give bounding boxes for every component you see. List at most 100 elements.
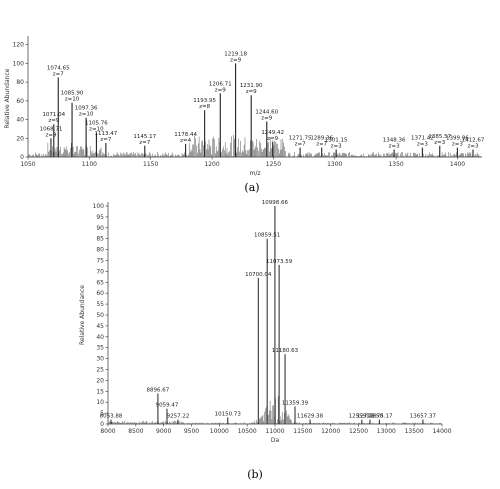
- peak-charge-label: z=9: [230, 57, 241, 63]
- y-tick-label: 20: [16, 135, 24, 142]
- peak-label: 10859.51: [254, 233, 280, 239]
- x-tick-label: 9500: [184, 428, 199, 435]
- y-tick-label: 100: [13, 60, 25, 67]
- y-tick-label: 80: [16, 79, 24, 86]
- x-tick-label: 11500: [293, 428, 312, 435]
- peak-label: 9059.47: [156, 403, 179, 409]
- y-tick-label: 70: [96, 268, 104, 275]
- peak-label: 1206.71: [209, 81, 232, 87]
- peak-label: 1074.65: [47, 65, 70, 71]
- y-tick-label: 120: [13, 42, 25, 49]
- y-tick-label: 30: [96, 356, 104, 363]
- peak-charge-label: z=10: [65, 97, 80, 103]
- peak-label: 1068.71: [40, 126, 63, 132]
- peak-charge-label: z=8: [199, 104, 210, 110]
- y-tick-label: 40: [96, 334, 104, 341]
- peak-label: 1399.96: [446, 136, 469, 142]
- peak-label: 12559.72: [349, 414, 375, 420]
- peak-label: 1219.18: [224, 51, 247, 57]
- peak-charge-label: z=3: [331, 144, 342, 150]
- peak-charge-label: z=10: [79, 112, 94, 118]
- peak-label: 1105.76: [85, 121, 108, 127]
- peak-label: 11359.39: [282, 401, 309, 407]
- peak-charge-label: z=3: [468, 144, 479, 150]
- peak-charge-label: z=9: [261, 115, 272, 121]
- y-tick-label: 80: [96, 247, 104, 254]
- y-tick-label: 0: [100, 421, 104, 428]
- y-tick-label: 55: [96, 301, 104, 308]
- y-axis-label: Relative Abundance: [4, 68, 11, 128]
- peak-label: 1385.57: [428, 134, 451, 140]
- peak-charge-label: z=7: [100, 137, 111, 143]
- peak-label: 11073.59: [266, 259, 293, 265]
- x-tick-label: 13500: [405, 428, 424, 435]
- y-tick-label: 35: [96, 345, 104, 352]
- x-tick-label: 12500: [349, 428, 368, 435]
- spectrum-panel-b: 8000 8500 9000 9500 10000 10500 11000 11500 1200…: [79, 200, 452, 481]
- x-tick-label: 1200: [204, 161, 219, 168]
- peak-charge-label: z=7: [53, 71, 64, 77]
- peak-label: 12706.58: [357, 414, 384, 420]
- x-tick-label: 1050: [20, 161, 35, 168]
- peak-charge-label: z=7: [316, 142, 327, 148]
- panel-caption: (a): [244, 181, 259, 194]
- peak-charge-label: z=9: [48, 118, 59, 124]
- peak-label: 1145.17: [133, 134, 156, 140]
- y-tick-label: 90: [96, 225, 104, 232]
- peak-charge-label: z=3: [434, 140, 445, 146]
- x-axis-label: Da: [271, 437, 280, 444]
- peak-charge-label: z=3: [417, 142, 428, 148]
- peak-label: 11180.63: [272, 348, 299, 354]
- y-tick-label: 45: [96, 323, 104, 330]
- baseline-noise: [28, 134, 482, 157]
- peak-label: 10998.66: [262, 200, 289, 206]
- x-tick-label: 14000: [432, 428, 451, 435]
- peak-charge-label: z=3: [389, 144, 400, 150]
- y-tick-label: 60: [96, 290, 104, 297]
- peak-label: 1097.36: [75, 106, 98, 112]
- x-tick-label: 8000: [100, 428, 115, 435]
- peak-charge-label: z=9: [246, 89, 257, 95]
- y-tick-label: 65: [96, 279, 104, 286]
- peak-label: 1193.95: [193, 98, 216, 104]
- y-tick-label: 0: [20, 154, 24, 161]
- y-tick-label: 5: [100, 410, 104, 417]
- y-tick-label: 100: [93, 203, 105, 210]
- y-tick-label: 75: [96, 258, 104, 265]
- x-tick-label: 1100: [82, 161, 97, 168]
- x-tick-label: 13000: [377, 428, 396, 435]
- peak-label: 9257.22: [167, 414, 190, 420]
- x-tick-label: 9000: [156, 428, 171, 435]
- peak-charge-label: z=9: [215, 87, 226, 93]
- y-tick-label: 50: [96, 312, 104, 319]
- x-tick-label: 1300: [327, 161, 342, 168]
- x-tick-label: 12000: [321, 428, 340, 435]
- peak-label: 10700.04: [245, 272, 272, 278]
- peak-label: 1348.36: [383, 138, 406, 144]
- peak-label: 1301.15: [325, 138, 348, 144]
- x-axis-label: m/z: [249, 170, 260, 177]
- peak-label: 1244.60: [255, 109, 278, 115]
- peak-charge-label: z=4: [180, 138, 191, 144]
- x-tick-label: 1350: [388, 161, 403, 168]
- peak-label: 1289.36: [310, 136, 333, 142]
- peak-label: 10150.73: [215, 411, 242, 417]
- y-tick-label: 15: [96, 388, 104, 395]
- x-tick-label: 10500: [238, 428, 257, 435]
- peak-label: 11629.38: [297, 414, 324, 420]
- y-tick-label: 60: [16, 98, 24, 105]
- peak-label: 1412.67: [462, 138, 485, 144]
- y-tick-label: 40: [16, 117, 24, 124]
- y-tick-label: 10: [96, 399, 104, 406]
- baseline-noise: [108, 395, 441, 424]
- peak-label: 1249.42: [261, 130, 284, 136]
- peak-charge-label: z=10: [89, 127, 104, 133]
- peak-charge-label: z=3: [452, 142, 463, 148]
- peak-label: 8896.67: [147, 387, 170, 393]
- x-tick-label: 1400: [450, 161, 465, 168]
- y-tick-label: 25: [96, 367, 104, 374]
- y-tick-label: 85: [96, 236, 104, 243]
- y-tick-label: 95: [96, 214, 104, 221]
- peak-charge-label: z=9: [267, 136, 278, 142]
